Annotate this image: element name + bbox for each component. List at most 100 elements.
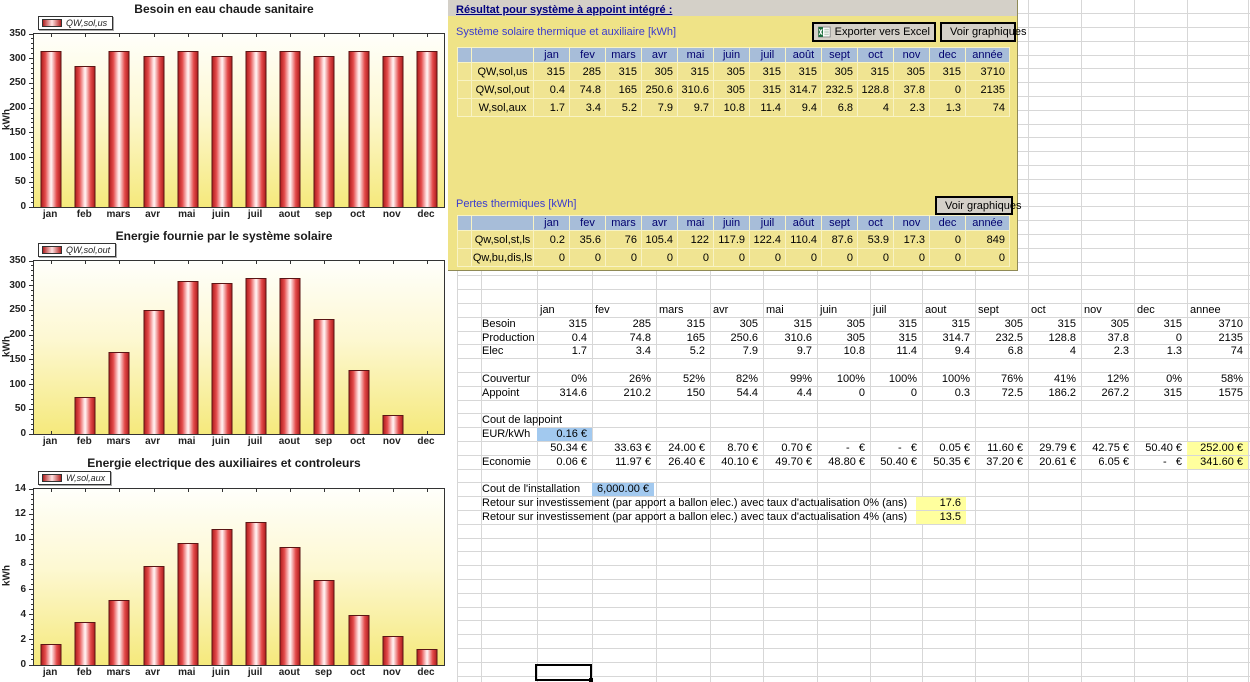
- sheet-cell[interactable]: 8.70 €: [727, 442, 758, 454]
- sheet-cell[interactable]: 11.4: [896, 345, 917, 358]
- sheet-cell[interactable]: 305: [846, 331, 865, 344]
- sheet-cell[interactable]: 99%: [789, 373, 812, 385]
- sheet-cell[interactable]: 54.4: [736, 386, 758, 399]
- sheet-cell[interactable]: 315: [1163, 386, 1182, 399]
- sheet-cell[interactable]: 186.2: [1048, 386, 1076, 399]
- sheet-cell[interactable]: 82%: [735, 373, 758, 385]
- sheet-cell[interactable]: 0.70 €: [781, 442, 812, 454]
- sheet-cell[interactable]: 100%: [836, 373, 865, 385]
- sheet-column-header[interactable]: mai: [766, 304, 784, 316]
- sheet-cell[interactable]: 52%: [682, 373, 705, 385]
- sheet-column-header[interactable]: annee: [1190, 304, 1221, 316]
- sheet-cell[interactable]: 1.3: [1166, 345, 1182, 358]
- sheet-cell[interactable]: 42.75 €: [1092, 442, 1129, 454]
- sheet-cell[interactable]: 4: [1069, 345, 1076, 358]
- sheet-cell[interactable]: 50.35 €: [933, 455, 970, 468]
- sheet-column-header[interactable]: jan: [540, 304, 555, 316]
- sheet-cell[interactable]: - €: [898, 442, 917, 454]
- sheet-cell[interactable]: 20.61 €: [1039, 455, 1076, 468]
- sheet-cell[interactable]: 0.06 €: [556, 455, 587, 468]
- sheet-cell[interactable]: 50.40 €: [1145, 442, 1182, 454]
- sheet-cell-highlight[interactable]: 13.5: [916, 511, 966, 524]
- sheet-cell[interactable]: 0%: [1166, 373, 1182, 385]
- sheet-cell[interactable]: 50.40 €: [880, 455, 917, 468]
- sheet-cell[interactable]: 40.10 €: [721, 455, 758, 468]
- sheet-cell[interactable]: 0: [858, 386, 865, 399]
- sheet-cell[interactable]: 72.5: [1001, 386, 1023, 399]
- sheet-cell[interactable]: 24.00 €: [668, 442, 705, 454]
- sheet-cell[interactable]: 285: [632, 317, 651, 330]
- sheet-column-header[interactable]: nov: [1084, 304, 1102, 316]
- sheet-cell[interactable]: 11.60 €: [987, 442, 1023, 454]
- sheet-cell[interactable]: 6.8: [1007, 345, 1023, 358]
- sheet-cell[interactable]: 49.70 €: [775, 455, 812, 468]
- sheet-cell[interactable]: 74.8: [629, 331, 651, 344]
- sheet-cell[interactable]: 58%: [1220, 373, 1243, 385]
- sheet-cell[interactable]: 3.4: [635, 345, 651, 358]
- sheet-cell[interactable]: 315: [951, 317, 970, 330]
- sheet-cell[interactable]: 305: [739, 317, 758, 330]
- sheet-row-label[interactable]: Appoint: [482, 386, 520, 399]
- sheet-cell[interactable]: 0: [910, 386, 917, 399]
- sheet-cell[interactable]: - €: [1163, 455, 1182, 468]
- sheet-row-label[interactable]: Couvertur: [482, 373, 531, 385]
- sheet-cell[interactable]: 315: [898, 331, 917, 344]
- sheet-cell[interactable]: 0.3: [954, 386, 970, 399]
- sheet-cell[interactable]: 250.6: [730, 331, 758, 344]
- sheet-row-label[interactable]: Economie: [482, 455, 531, 468]
- sheet-row-label[interactable]: Retour sur investissement (par apport a …: [482, 497, 908, 510]
- sheet-column-header[interactable]: dec: [1137, 304, 1155, 316]
- sheet-cell[interactable]: 11.97 €: [615, 455, 651, 468]
- sheet-cell[interactable]: 0%: [571, 373, 587, 385]
- sheet-row-label[interactable]: Cout de l'installation: [482, 483, 581, 496]
- sheet-cell[interactable]: - €: [846, 442, 865, 454]
- selected-cell[interactable]: [535, 664, 593, 682]
- sheet-cell[interactable]: 100%: [888, 373, 917, 385]
- sheet-cell[interactable]: 310.6: [784, 331, 812, 344]
- sheet-cell[interactable]: 315: [686, 317, 705, 330]
- sheet-column-header[interactable]: oct: [1031, 304, 1046, 316]
- sheet-cell[interactable]: 41%: [1053, 373, 1076, 385]
- voir-graphiques-button-2[interactable]: Voir graphiques: [935, 196, 1021, 215]
- sheet-cell[interactable]: 10.8: [843, 345, 865, 358]
- sheet-column-header[interactable]: juin: [820, 304, 838, 316]
- sheet-cell[interactable]: 5.2: [689, 345, 705, 358]
- sheet-cell[interactable]: 2.3: [1113, 345, 1129, 358]
- sheet-column-header[interactable]: juil: [873, 304, 887, 316]
- sheet-cell[interactable]: 29.79 €: [1039, 442, 1076, 454]
- sheet-cell[interactable]: 37.8: [1107, 331, 1129, 344]
- sheet-cell-highlight[interactable]: 0.16 €: [537, 428, 592, 442]
- sheet-cell[interactable]: 252.00 €: [1187, 442, 1248, 455]
- sheet-row-label[interactable]: Elec: [482, 345, 504, 358]
- sheet-cell[interactable]: 26.40 €: [668, 455, 705, 468]
- sheet-cell[interactable]: 0: [1175, 331, 1182, 344]
- sheet-cell[interactable]: 305: [846, 317, 865, 330]
- sheet-cell[interactable]: 4.4: [796, 386, 812, 399]
- sheet-row-label[interactable]: EUR/kWh: [482, 428, 531, 441]
- sheet-cell[interactable]: 305: [1110, 317, 1129, 330]
- sheet-cell[interactable]: 37.20 €: [986, 455, 1023, 468]
- sheet-cell[interactable]: 305: [1004, 317, 1023, 330]
- sheet-cell[interactable]: 0.05 €: [939, 442, 970, 454]
- sheet-cell[interactable]: 341.60 €: [1187, 455, 1248, 469]
- sheet-cell[interactable]: 74: [1230, 345, 1243, 358]
- voir-graphiques-button-1[interactable]: Voir graphiques: [940, 22, 1026, 42]
- sheet-cell[interactable]: 315: [898, 317, 917, 330]
- sheet-cell[interactable]: 314.7: [942, 331, 970, 344]
- sheet-column-header[interactable]: sept: [978, 304, 999, 316]
- sheet-column-header[interactable]: aout: [925, 304, 947, 316]
- sheet-row-label[interactable]: Besoin: [482, 317, 516, 330]
- sheet-cell[interactable]: 150: [686, 386, 705, 399]
- sheet-cell-highlight[interactable]: 6,000.00 €: [592, 483, 654, 497]
- sheet-cell[interactable]: 314.6: [559, 386, 587, 399]
- sheet-cell[interactable]: 9.4: [954, 345, 970, 358]
- sheet-cell[interactable]: 100%: [941, 373, 970, 385]
- sheet-cell[interactable]: 33.63 €: [614, 442, 651, 454]
- sheet-cell[interactable]: 210.2: [623, 386, 651, 399]
- sheet-cell-highlight[interactable]: 17.6: [916, 497, 966, 511]
- sheet-cell[interactable]: 1.7: [571, 345, 587, 358]
- sheet-cell[interactable]: 2135: [1218, 331, 1243, 344]
- sheet-cell[interactable]: 0.4: [571, 331, 587, 344]
- sheet-cell[interactable]: 9.7: [796, 345, 812, 358]
- sheet-cell[interactable]: 12%: [1106, 373, 1129, 385]
